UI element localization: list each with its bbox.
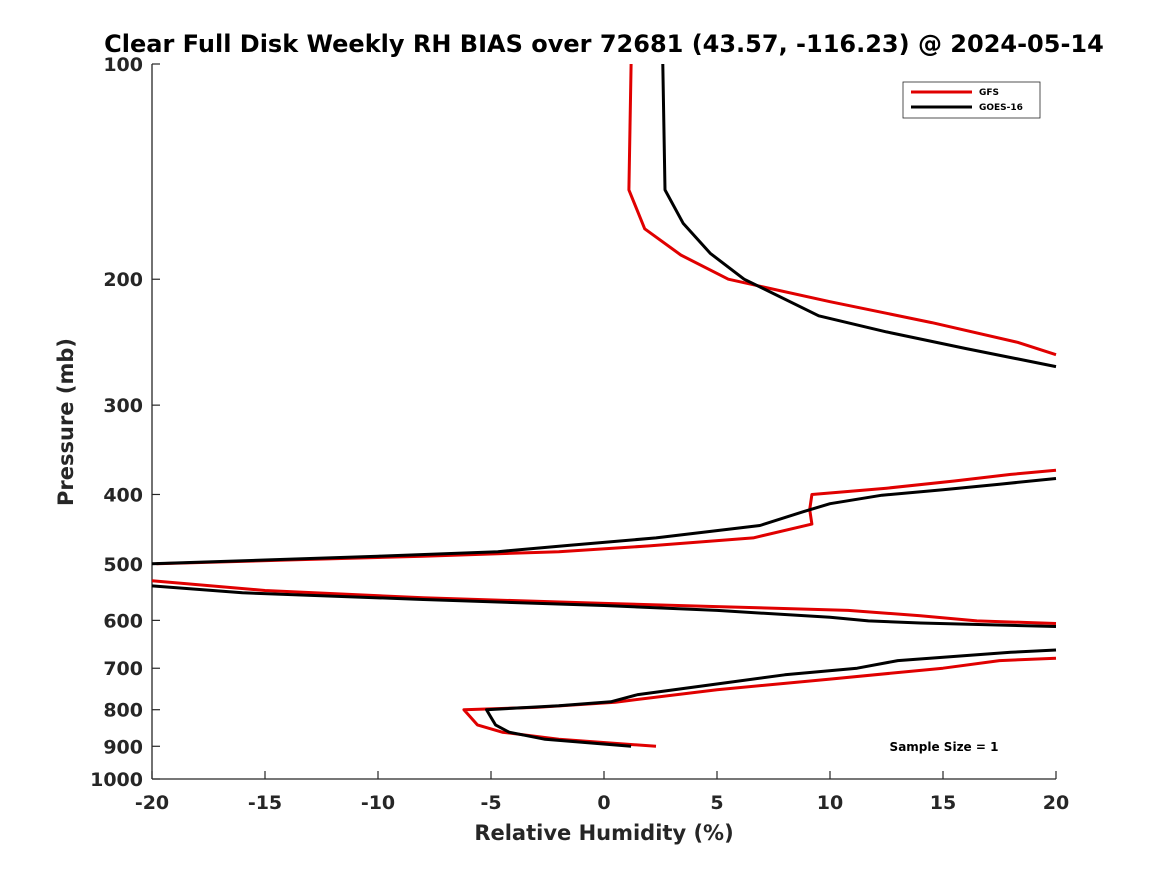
chart-title: Clear Full Disk Weekly RH BIAS over 7268… [104,30,1104,58]
x-tick-label: -5 [480,792,501,814]
x-tick-label: 20 [1043,792,1069,814]
x-tick-label: -15 [248,792,282,814]
y-tick-label: 300 [103,395,143,417]
series-line-goes-16 [151,63,1057,748]
x-tick-label: 10 [817,792,843,814]
legend-label: GOES-16 [979,103,1023,113]
y-tick-label: 100 [103,54,143,76]
y-ticks: 100 200 300 400 500 600 700 800 900 1000 [90,54,160,791]
y-tick-label: 600 [103,610,143,632]
legend: GFS GOES-16 [902,81,1041,119]
legend-box [902,81,1041,119]
x-tick-label: -20 [135,792,169,814]
y-tick-label: 200 [103,269,143,291]
x-tick-label: 5 [710,792,723,814]
legend-label: GFS [979,88,999,98]
y-tick-label: 400 [103,484,143,506]
sample-size-annotation: Sample Size = 1 [890,740,999,754]
series-layer [151,63,1057,748]
x-tick-label: -10 [361,792,395,814]
x-axis-label: Relative Humidity (%) [474,821,733,845]
y-tick-label: 700 [103,658,143,680]
x-tick-label: 15 [930,792,956,814]
series-line-gfs [151,63,1057,748]
x-tick-label: 0 [597,792,610,814]
y-axis-label: Pressure (mb) [54,338,78,506]
y-tick-label: 800 [103,700,143,722]
y-tick-label: 900 [103,736,143,758]
x-ticks: -20 -15 -10 -5 0 5 10 15 20 [135,771,1069,814]
y-tick-label: 500 [103,554,143,576]
y-tick-label: 1000 [90,769,143,791]
